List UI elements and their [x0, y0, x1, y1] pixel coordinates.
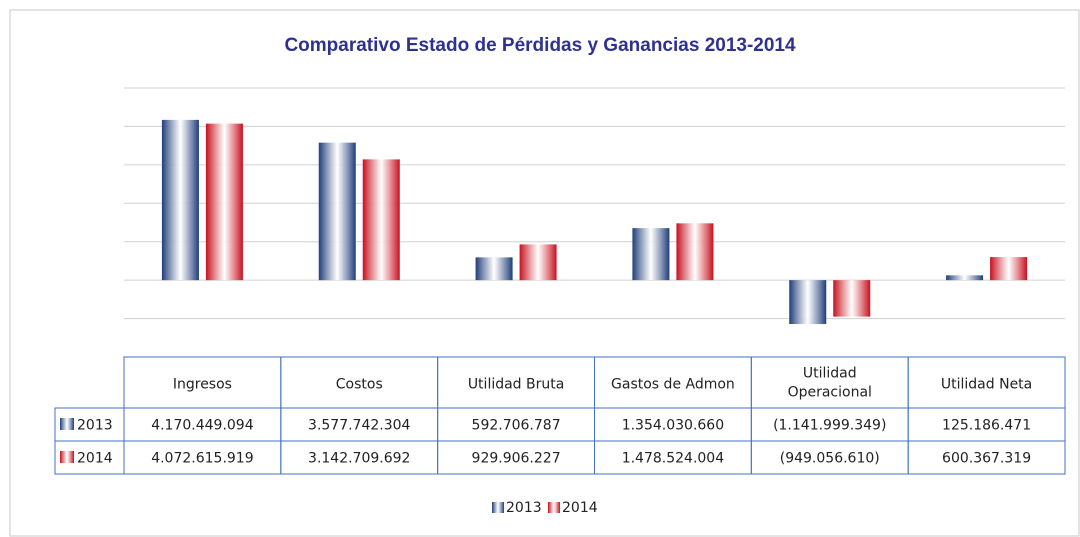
bar: [946, 275, 984, 281]
value-label: 1.478.524.004: [622, 451, 725, 467]
value-label: 929.906.227: [472, 451, 561, 467]
series-label: 2014: [77, 451, 113, 467]
value-label: 592.706.787: [472, 418, 561, 434]
bar: [833, 280, 871, 317]
legend-key: [60, 451, 74, 463]
table-cell: [907, 440, 1066, 475]
bar: [519, 244, 557, 281]
bar: [475, 257, 513, 281]
legend-key: [492, 502, 504, 513]
legend-key: [60, 418, 74, 430]
value-label: 600.367.319: [942, 451, 1031, 467]
bar: [990, 257, 1028, 281]
value-label: (1.141.999.349): [773, 418, 886, 434]
category-label: Utilidad Operacional: [788, 366, 872, 401]
category-label: Ingresos: [173, 377, 232, 393]
bar: [362, 159, 400, 281]
bar: [205, 123, 243, 281]
legend-label: 2014: [562, 500, 598, 516]
value-label: 4.072.615.919: [151, 451, 253, 467]
chart-title: Comparativo Estado de Pérdidas y Gananci…: [284, 35, 796, 56]
value-label: 3.142.709.692: [308, 451, 410, 467]
bar: [161, 119, 199, 281]
bar: [318, 142, 356, 281]
legend-label: 2013: [506, 500, 542, 516]
bar: [789, 280, 827, 325]
value-label: 125.186.471: [942, 418, 1031, 434]
bar: [632, 228, 670, 281]
legend-key: [548, 502, 560, 513]
value-label: 4.170.449.094: [151, 418, 254, 434]
category-label: Utilidad Bruta: [468, 377, 565, 393]
category-label: Gastos de Admon: [611, 377, 735, 393]
category-label: Utilidad Neta: [941, 377, 1032, 393]
category-label: Costos: [336, 377, 383, 393]
value-label: 3.577.742.304: [308, 418, 411, 434]
value-label: (949.056.610): [780, 451, 880, 467]
series-label: 2013: [77, 418, 113, 434]
bar: [676, 223, 714, 281]
value-label: 1.354.030.660: [622, 418, 724, 434]
